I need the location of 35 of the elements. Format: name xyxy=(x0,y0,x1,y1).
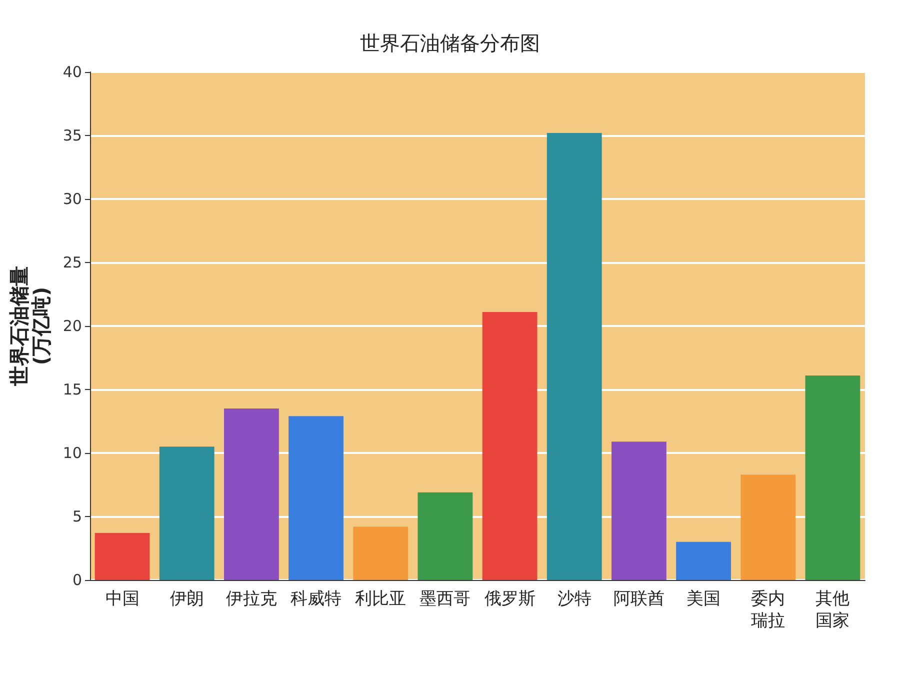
chart-title: 世界石油储备分布图 xyxy=(360,31,540,55)
y-tick-label: 30 xyxy=(62,190,82,208)
x-tick-label: 美国 xyxy=(686,589,721,609)
y-tick-label: 10 xyxy=(62,444,82,462)
y-tick-label: 35 xyxy=(62,126,82,144)
x-tick-label: 沙特 xyxy=(557,589,592,609)
y-tick-label: 25 xyxy=(62,254,82,272)
x-tick-label: 利比亚 xyxy=(355,589,406,609)
bar xyxy=(224,408,279,580)
x-tick-label: 科威特 xyxy=(290,589,342,609)
bar xyxy=(805,376,860,580)
y-tick-label: 5 xyxy=(72,508,82,526)
x-tick-label: 阿联酋 xyxy=(613,589,664,609)
x-tick-label: 伊拉克 xyxy=(226,589,277,609)
bar xyxy=(546,132,602,580)
x-tick-label: 委内瑞拉 xyxy=(751,589,786,631)
bar xyxy=(612,442,666,580)
bar xyxy=(288,416,344,580)
x-tick-label: 俄罗斯 xyxy=(484,589,536,609)
bar xyxy=(94,533,150,580)
x-tick-label: 墨西哥 xyxy=(420,589,471,609)
bar xyxy=(159,446,214,580)
y-tick-label: 40 xyxy=(62,63,82,81)
y-tick-label: 20 xyxy=(62,317,82,335)
y-tick-label: 15 xyxy=(62,380,82,398)
bar xyxy=(353,526,408,580)
y-axis-title: 世界石油储量 (万亿吨) xyxy=(7,266,53,387)
y-tick-label: 0 xyxy=(72,571,82,589)
bar xyxy=(418,492,473,580)
x-tick-label: 中国 xyxy=(105,589,140,609)
x-tick-label: 其他国家 xyxy=(816,589,850,631)
bar xyxy=(676,542,731,580)
x-tick-label: 伊朗 xyxy=(170,589,204,609)
bar xyxy=(482,312,538,580)
bar xyxy=(740,474,796,580)
